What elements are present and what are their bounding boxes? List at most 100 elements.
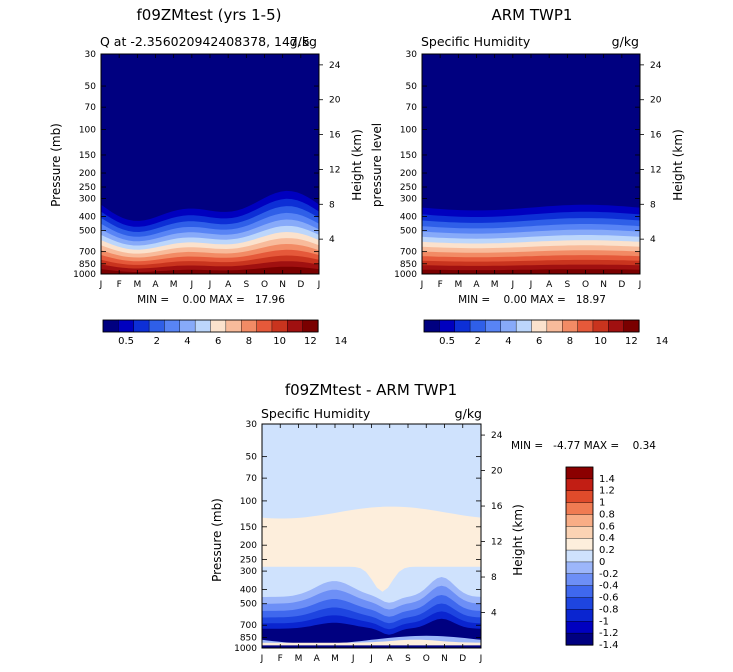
diff-colorbar-label: -1.4 (599, 640, 619, 651)
colorbar-swatch (577, 319, 594, 333)
model-contour-ytick-label: 50 (85, 82, 97, 92)
diff-colorbar-swatch (565, 538, 594, 551)
diff-contour-xtick-label: M (331, 654, 339, 664)
obs-units: g/kg (612, 34, 639, 49)
diff-contour-xtick-label: A (387, 654, 394, 664)
diff-contour-y2tick-label: 8 (491, 573, 497, 583)
diff-colorbar-label: 0.2 (599, 545, 615, 556)
diff-contour-ytick-label: 700 (240, 621, 257, 631)
colorbar-swatch (485, 319, 502, 333)
colorbar-label: 6 (536, 336, 542, 347)
obs-contour-xtick-label: N (600, 280, 607, 290)
diff-contour-ytick-label: 850 (240, 634, 257, 644)
model-stats: MIN = 0.00 MAX = 17.96 (137, 294, 285, 306)
panel-obs: ARM TWP1 Specific Humidity g/kg 30 50 70 10… (370, 6, 685, 306)
diff-contour-ytick-label: 400 (240, 585, 257, 595)
model-contour-xtick-label: M (133, 280, 141, 290)
colorbar-label: 6 (215, 336, 221, 347)
diff-colorbar-label: -0.8 (599, 604, 619, 615)
diff-contour-xtick-label: J (369, 654, 373, 664)
obs-stats: MIN = 0.00 MAX = 18.97 (458, 294, 606, 306)
diff-subtitle: Specific Humidity (261, 406, 371, 421)
model-contour-y2tick-label: 20 (329, 96, 341, 106)
model-contour-y2tick-label: 8 (329, 200, 335, 210)
colorbar-label: 10 (594, 336, 607, 347)
diff-contour-xtick-label: J (260, 654, 264, 664)
colorbar-swatch (194, 319, 212, 333)
diff-colorbar: 1.41.210.80.60.40.20-0.2-0.4-0.6-0.8-1-1… (565, 466, 619, 651)
obs-contour-y2tick-label: 24 (650, 61, 662, 71)
obs-contour-y2tick-label: 8 (650, 200, 656, 210)
colorbar-swatch (210, 319, 227, 333)
diff-colorbar-label: -0.4 (599, 581, 619, 592)
diff-contour-xtick-label: A (314, 654, 321, 664)
colorbar-swatch (271, 319, 288, 333)
model-title: f09ZMtest (yrs 1-5) (137, 6, 282, 24)
panel-model: f09ZMtest (yrs 1-5) Q at -2.356020942408… (49, 6, 364, 306)
diff-contour-xtick-label: M (295, 654, 303, 664)
colorbar-label: 8 (567, 336, 573, 347)
diff-colorbar-swatch (565, 549, 594, 563)
colorbar-swatch (287, 319, 304, 333)
diff-contour-y2tick-label: 4 (491, 609, 497, 619)
diff-contour-y2tick-label: 12 (491, 538, 502, 548)
colorbar-swatch (623, 319, 640, 333)
diff-contour-ytick-label: 1000 (234, 644, 257, 654)
colorbar-label: 14 (656, 336, 669, 347)
colorbar-swatch (439, 319, 456, 333)
colorbar-label: 4 (184, 336, 190, 347)
model-contour-ytick-label: 250 (79, 183, 96, 193)
obs-contour-ytick-label: 1000 (394, 270, 417, 280)
obs-contour-ytick-label: 200 (400, 169, 417, 179)
model-contour-xtick-label: J (99, 280, 103, 290)
model-contour-xtick-label: D (297, 280, 304, 290)
model-contour-ytick-label: 1000 (73, 270, 96, 280)
obs-y2label: Height (km) (671, 129, 685, 200)
diff-contour-xtick-label: N (441, 654, 448, 664)
colorbar-swatch (164, 319, 181, 333)
model-contour-y2tick-label: 12 (329, 165, 340, 175)
diff-colorbar-label: -1.2 (599, 628, 619, 639)
obs-title: ARM TWP1 (492, 6, 573, 24)
diff-contour-ytick-label: 30 (246, 420, 258, 430)
model-contour-y2tick-label: 16 (329, 131, 341, 141)
colorbar-swatch (608, 319, 625, 333)
colorbar-swatch (515, 319, 533, 333)
model-contour-ytick-label: 150 (79, 151, 96, 161)
diff-colorbar-label: 1 (599, 498, 605, 509)
diff-contour-xtick-label: S (405, 654, 411, 664)
obs-contour-xtick-label: M (491, 280, 499, 290)
model-contour-xtick-label: S (243, 280, 249, 290)
colorbar-label: 10 (273, 336, 286, 347)
diff-contour-ytick-label: 50 (246, 453, 258, 463)
diff-colorbar-label: 0.8 (599, 509, 615, 520)
colorbar-label: 12 (625, 336, 638, 347)
colorbar-label: 0.5 (439, 336, 455, 347)
diff-colorbar-swatch (565, 466, 594, 480)
diff-contour-xtick-label: J (479, 654, 483, 664)
model-contour-ytick-label: 300 (79, 194, 96, 204)
diff-colorbar-swatch (565, 632, 594, 646)
diff-colorbar-label: 1.4 (599, 474, 615, 485)
diff-colorbar-swatch (565, 502, 594, 516)
obs-contour-xtick-label: A (546, 280, 553, 290)
diff-colorbar-swatch (565, 514, 594, 527)
obs-subtitle: Specific Humidity (421, 34, 531, 49)
obs-contour-xtick-label: S (564, 280, 570, 290)
model-y2label: Height (km) (350, 129, 364, 200)
model-contour-xtick-label: M (170, 280, 178, 290)
model-contour-ytick-label: 500 (79, 227, 96, 237)
diff-contour-ytick-label: 100 (240, 497, 257, 507)
obs-contour-ytick-label: 400 (400, 213, 417, 223)
obs-contour-ytick-label: 300 (400, 194, 417, 204)
colorbar-swatch (546, 319, 563, 333)
obs-contour-ytick-label: 30 (406, 50, 418, 60)
colorbar-swatch (256, 319, 273, 333)
obs-contour-y2tick-label: 4 (650, 235, 656, 245)
colorbar-swatch (562, 319, 579, 333)
obs-contour-y2tick-label: 20 (650, 96, 662, 106)
diff-colorbar-label: -1 (599, 616, 609, 627)
